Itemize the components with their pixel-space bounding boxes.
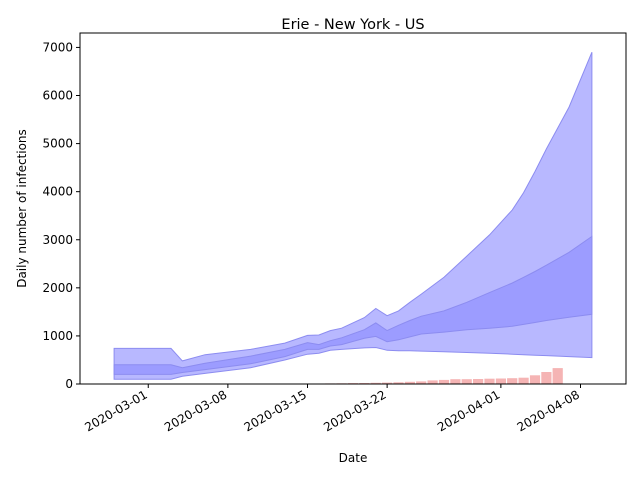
uncertainty-bands <box>113 52 593 380</box>
y-tick-label: 1000 <box>42 329 73 343</box>
chart-title: Erie - New York - US <box>281 17 424 33</box>
bar <box>529 375 541 384</box>
y-tick-label: 4000 <box>42 185 73 199</box>
x-axis-label: Date <box>339 451 368 465</box>
y-axis-label: Daily number of infections <box>15 129 29 288</box>
bar <box>541 372 552 384</box>
bar <box>450 379 461 384</box>
y-tick-label: 2000 <box>42 281 73 295</box>
bar <box>461 379 472 384</box>
bar <box>484 378 495 384</box>
bar <box>438 379 450 384</box>
y-tick-label: 7000 <box>42 40 73 54</box>
bar <box>507 378 518 384</box>
band-2 <box>113 235 593 375</box>
y-tick-label: 6000 <box>42 89 73 103</box>
bar <box>370 382 381 384</box>
reported-bars <box>302 368 563 385</box>
bar <box>416 381 427 384</box>
y-tick-label: 0 <box>65 377 73 391</box>
bar <box>393 382 404 384</box>
bar <box>518 377 529 384</box>
bar <box>552 368 563 384</box>
bar <box>404 381 415 384</box>
y-tick-label: 5000 <box>42 137 73 151</box>
y-tick-label: 3000 <box>42 233 73 247</box>
bar <box>427 380 438 384</box>
plot-frame <box>79 32 627 385</box>
bar <box>382 382 393 384</box>
band-1 <box>113 52 593 380</box>
y-axis: 0 1000 2000 3000 4000 5000 6000 7000 <box>42 40 80 391</box>
bar <box>473 379 484 384</box>
bar <box>495 378 506 384</box>
